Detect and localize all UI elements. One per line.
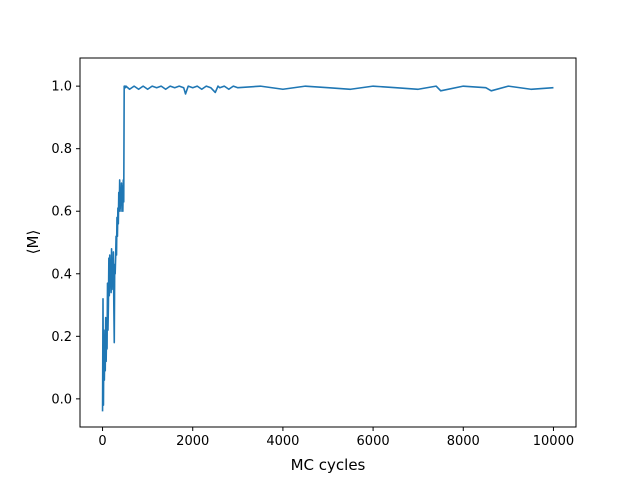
x-tick-label: 6000 [357, 434, 390, 449]
y-tick-label: 0.2 [51, 330, 72, 345]
y-tick-label: 0.0 [51, 392, 72, 407]
x-axis-label: MC cycles [291, 456, 366, 474]
y-ticks: 0.0 0.2 0.4 0.6 0.8 1.0 [51, 80, 80, 407]
y-tick-label: 0.4 [51, 267, 72, 282]
plot-frame [79, 57, 577, 428]
x-tick-label: 4000 [266, 434, 299, 449]
y-tick-label: 0.8 [51, 142, 72, 157]
series-layer [101, 85, 554, 412]
x-tick-label: 8000 [447, 434, 480, 449]
axes-layer [79, 57, 577, 428]
series-line-0 [101, 85, 554, 412]
y-axis-label: ⟨M⟩ [24, 230, 42, 255]
y-tick-label: 0.6 [51, 205, 72, 220]
x-ticks: 0 2000 4000 6000 8000 10000 [98, 427, 574, 449]
x-tick-label: 10000 [533, 434, 574, 449]
x-tick-label: 0 [98, 434, 106, 449]
plot-area [80, 58, 576, 427]
y-tick-label: 1.0 [51, 80, 72, 95]
x-tick-label: 2000 [176, 434, 209, 449]
